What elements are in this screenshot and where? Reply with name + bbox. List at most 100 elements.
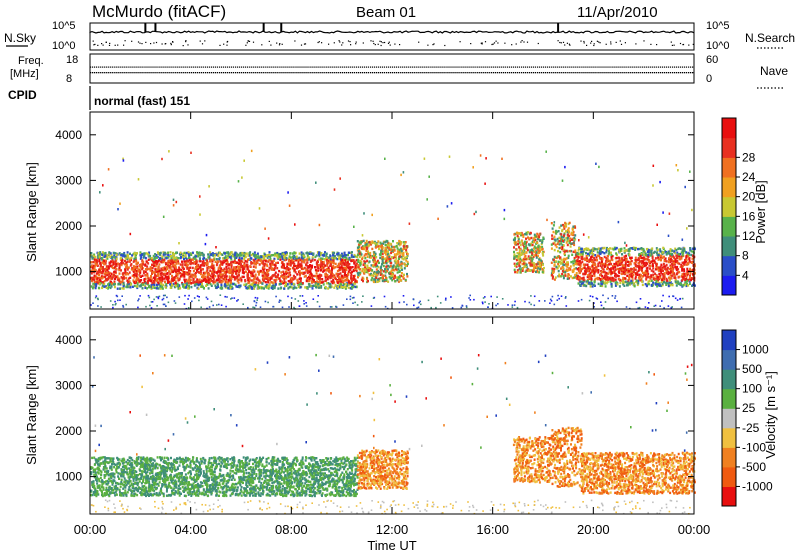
range-time-cell [208, 273, 211, 277]
nsearch-point [185, 41, 187, 43]
range-time-cell [513, 241, 516, 244]
nsearch-point [523, 41, 525, 43]
range-time-cell [331, 273, 334, 276]
range-time-cell [514, 264, 517, 267]
freq-point [551, 72, 553, 74]
range-time-cell [181, 270, 184, 273]
range-time-cell [151, 269, 154, 273]
nave-point [196, 66, 198, 68]
range-time-cell [176, 258, 179, 262]
range-time-cell [184, 260, 187, 263]
range-time-cell [529, 249, 532, 252]
range-time-cell [106, 269, 109, 272]
range-time-cell [275, 261, 278, 265]
range-time-cell [211, 260, 214, 263]
range-time-cell [111, 259, 114, 262]
range-time-cell [354, 255, 357, 258]
range-time-cell [345, 254, 348, 257]
range-time-cell [552, 242, 555, 245]
freq-point [285, 72, 287, 74]
nsearch-point [245, 44, 247, 46]
range-time-cell [239, 261, 242, 264]
range-time-cell [516, 252, 519, 255]
nsearch-point [610, 43, 612, 45]
freq-point [148, 72, 150, 74]
range-time-cell [552, 269, 555, 273]
range-time-cell [538, 233, 541, 236]
range-time-cell [351, 251, 353, 254]
range-time-cell [317, 260, 319, 263]
range-time-cell [235, 255, 238, 258]
range-time-cell [565, 249, 568, 253]
range-time-cell [152, 276, 155, 279]
range-time-cell [301, 258, 304, 261]
range-time-cell [127, 273, 130, 276]
freq-point [357, 72, 360, 74]
range-time-cell [111, 265, 113, 268]
nsearch-point [223, 43, 225, 45]
range-time-cell [117, 282, 120, 285]
range-time-cell [308, 285, 311, 288]
nave-point [549, 66, 551, 68]
range-time-cell [251, 271, 254, 275]
range-time-cell [105, 268, 108, 271]
range-time-cell [116, 262, 119, 265]
range-time-cell [319, 269, 322, 272]
freq-point [605, 72, 607, 74]
range-time-cell [179, 263, 182, 266]
range-time-cell [207, 279, 210, 282]
range-time-cell [605, 251, 608, 254]
range-time-cell [172, 270, 175, 273]
range-time-cell [239, 252, 242, 255]
nsky-tick-bottom: 10^0 [52, 40, 76, 52]
range-time-cell [167, 251, 170, 254]
range-time-cell [514, 243, 517, 246]
range-time-cell [187, 281, 190, 285]
range-time-cell [534, 247, 537, 250]
range-time-cell [235, 256, 238, 259]
range-time-cell [288, 263, 291, 266]
range-time-cell [513, 233, 516, 236]
range-time-cell [103, 285, 106, 288]
range-time-cell [261, 278, 264, 281]
range-time-cell [518, 241, 521, 244]
nave-point [430, 66, 432, 68]
range-time-cell [324, 273, 327, 277]
range-time-cell [169, 272, 172, 275]
range-time-cell [350, 277, 353, 280]
range-time-cell [120, 262, 123, 265]
range-time-cell [377, 240, 380, 243]
range-time-cell [346, 277, 348, 280]
freq-point [575, 72, 577, 74]
range-time-cell [175, 284, 178, 288]
range-time-cell [574, 262, 577, 266]
range-time-cell [113, 283, 115, 286]
range-time-cell [344, 279, 346, 282]
range-time-cell [230, 266, 233, 269]
range-time-cell [186, 282, 189, 285]
nave-point [188, 66, 190, 68]
range-time-cell [376, 259, 379, 263]
range-time-cell [119, 280, 122, 284]
freq-point [289, 72, 291, 74]
freq-point [496, 72, 498, 74]
range-time-cell [542, 236, 545, 239]
range-time-cell [327, 261, 330, 265]
range-time-cell [254, 273, 257, 276]
range-time-cell [321, 257, 324, 260]
freq-point [331, 72, 333, 74]
nsearch-point [124, 40, 126, 42]
nave-point [617, 66, 619, 68]
freq-point [200, 72, 202, 74]
range-time-cell [341, 261, 344, 265]
range-time-cell [525, 263, 528, 266]
freq-point [577, 72, 579, 74]
range-time-cell [197, 283, 200, 286]
range-time-cell [90, 261, 93, 264]
nave-point [235, 66, 237, 68]
range-time-cell [230, 264, 233, 267]
range-time-cell [515, 265, 518, 268]
freq-trace [90, 66, 694, 74]
freq-point [547, 72, 549, 74]
nsearch-point [615, 41, 617, 43]
